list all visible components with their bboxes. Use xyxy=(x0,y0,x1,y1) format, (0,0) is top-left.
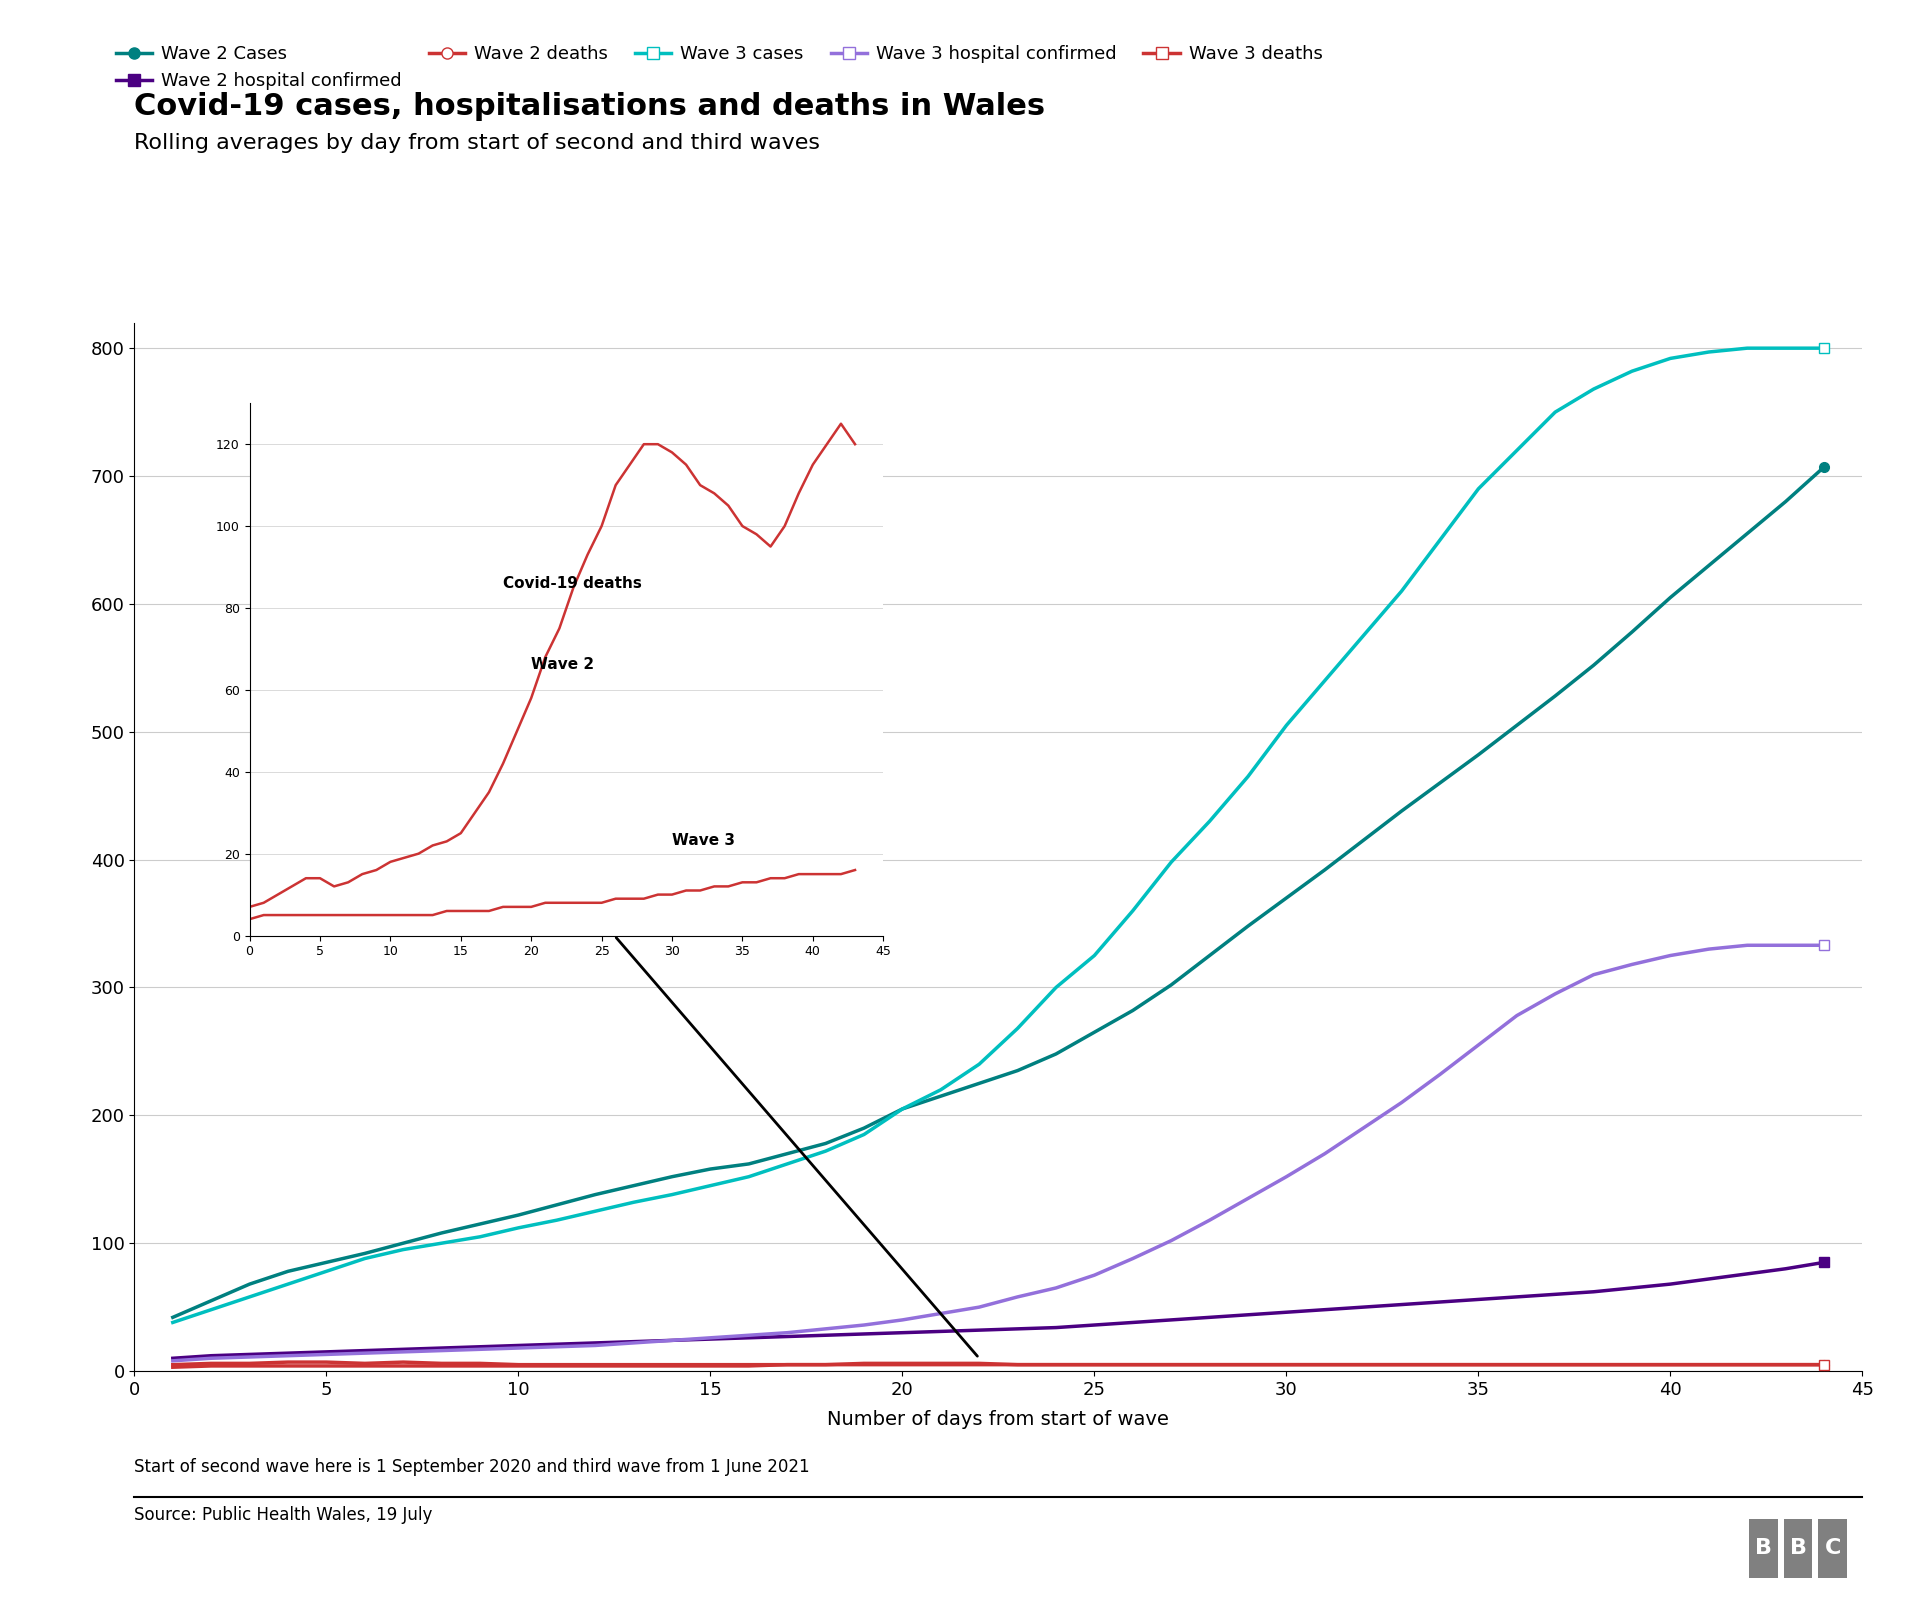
Text: Wave 2: Wave 2 xyxy=(532,658,595,673)
Text: Source: Public Health Wales, 19 July: Source: Public Health Wales, 19 July xyxy=(134,1507,432,1524)
FancyBboxPatch shape xyxy=(1784,1519,1812,1578)
Text: Covid-19 deaths: Covid-19 deaths xyxy=(503,576,641,590)
Text: B: B xyxy=(1755,1539,1772,1558)
Text: Rolling averages by day from start of second and third waves: Rolling averages by day from start of se… xyxy=(134,134,820,153)
Text: Start of second wave here is 1 September 2020 and third wave from 1 June 2021: Start of second wave here is 1 September… xyxy=(134,1458,810,1476)
Legend: Wave 2 Cases, Wave 2 hospital confirmed, Wave 2 deaths, Wave 3 cases, Wave 3 hos: Wave 2 Cases, Wave 2 hospital confirmed,… xyxy=(109,39,1331,97)
Text: Wave 3: Wave 3 xyxy=(672,834,735,848)
Text: Covid-19 cases, hospitalisations and deaths in Wales: Covid-19 cases, hospitalisations and dea… xyxy=(134,92,1046,121)
Text: B: B xyxy=(1789,1539,1807,1558)
FancyBboxPatch shape xyxy=(1749,1519,1778,1578)
X-axis label: Number of days from start of wave: Number of days from start of wave xyxy=(828,1410,1169,1429)
Text: C: C xyxy=(1824,1539,1841,1558)
FancyBboxPatch shape xyxy=(1818,1519,1847,1578)
